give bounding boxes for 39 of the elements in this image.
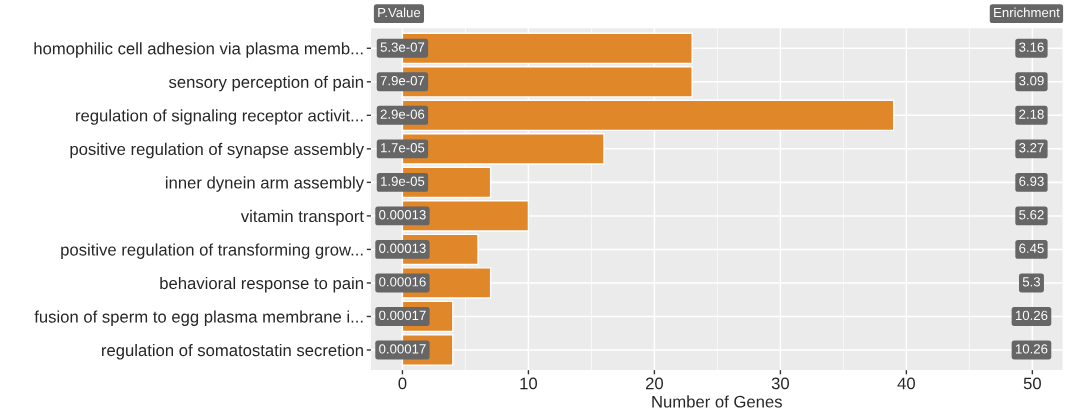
annotation: 6.45 (1019, 243, 1044, 253)
annotation: 5.3 (1022, 277, 1041, 287)
annotation: 0.00017 (379, 344, 426, 354)
annotation: 2.18 (1019, 109, 1044, 119)
y-tick-label: positive regulation of transforming grow... (61, 243, 363, 259)
annotation: 10.26 (1015, 310, 1048, 321)
annotation: 0.00016 (379, 277, 426, 287)
annotation: 5.3e-07 (380, 42, 425, 52)
x-tick-label: 30 (771, 377, 789, 390)
x-axis-title: Number of Genes (652, 395, 782, 408)
annotation: 0.00017 (379, 310, 426, 321)
y-tick-label: regulation of somatostatin secretion (102, 343, 363, 360)
y-tick-label: behavioral response to pain (160, 276, 363, 293)
x-tick-label: 20 (645, 377, 664, 390)
y-tick-label: homophilic cell adhesion via plasma memb... (34, 42, 363, 58)
y-tick-label: regulation of signaling receptor activit... (76, 109, 363, 125)
annotation: 3.27 (1019, 143, 1044, 153)
annotation: 3.16 (1019, 42, 1044, 52)
annotation: 0.00013 (379, 210, 426, 220)
x-tick-label: 40 (897, 377, 915, 390)
annotation: 6.93 (1019, 176, 1044, 186)
x-tick-label: 0 (398, 377, 407, 390)
y-tick-label: positive regulation of synapse assembly (70, 142, 364, 159)
y-tick-label: inner dynein arm assembly (165, 176, 364, 192)
annotation: 10.26 (1015, 344, 1048, 354)
annotation: 1.7e-05 (381, 143, 425, 153)
annotation: 0.00013 (379, 243, 426, 253)
annotation: 7.9e-07 (380, 75, 425, 86)
x-tick-label: 50 (1023, 377, 1041, 390)
y-tick-label: fusion of sperm to egg plasma membrane i... (34, 310, 363, 326)
y-tick-label: vitamin transport (240, 209, 364, 226)
x-tick-label: 10 (520, 377, 538, 390)
text: Enrichment (994, 7, 1060, 18)
annotation: 2.9e-06 (380, 109, 425, 119)
annotation: 5.62 (1019, 210, 1044, 220)
text: P.Value (378, 7, 421, 18)
y-tick-label: sensory perception of pain (168, 75, 363, 92)
annotation: 1.9e-05 (381, 176, 425, 186)
annotation: 3.09 (1019, 75, 1044, 86)
